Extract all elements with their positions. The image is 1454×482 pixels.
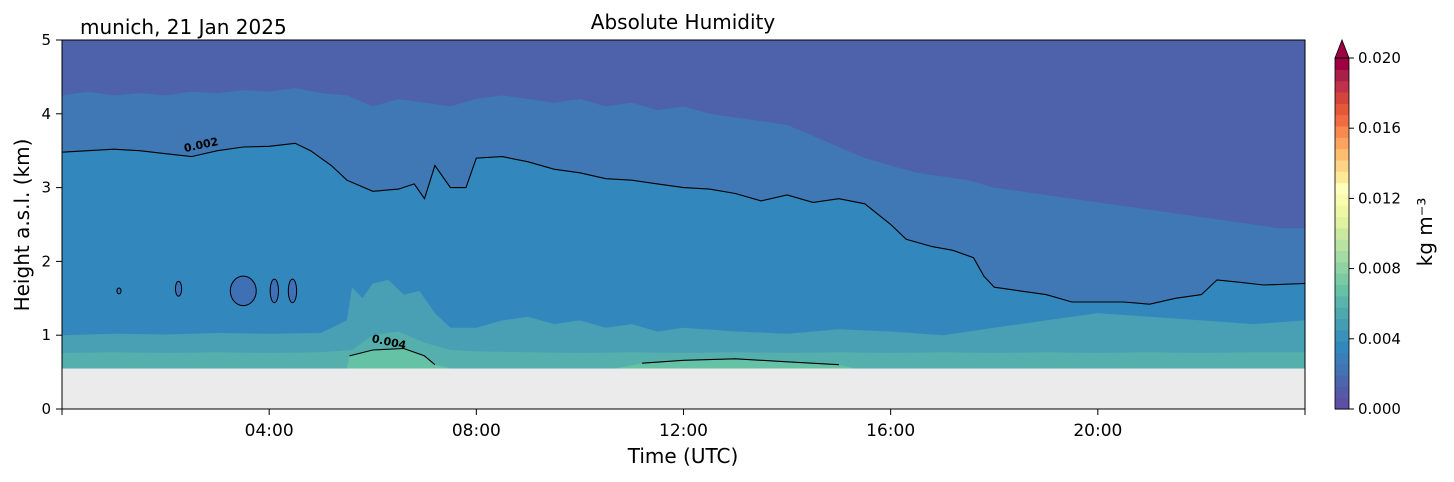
colorbar-swatch [1335, 261, 1349, 274]
x-tick-label: 20:00 [1073, 421, 1122, 441]
humidity-pocket [269, 278, 279, 304]
colorbar-swatch [1335, 91, 1349, 104]
colorbar-swatch [1335, 227, 1349, 240]
colorbar-tick-label: 0.000 [1358, 400, 1401, 418]
colorbar-swatch [1335, 58, 1349, 70]
colorbar-tick-label: 0.016 [1358, 119, 1401, 137]
y-axis-label: Height a.s.l. (km) [10, 139, 34, 312]
colorbar-swatch [1335, 193, 1349, 206]
colorbar-swatch [1335, 239, 1349, 252]
x-axis: 04:00 08:00 12:00 16:00 20:00 [61, 409, 1306, 441]
y-tick-label: 3 [41, 179, 51, 197]
chart-title: Absolute Humidity [591, 10, 776, 34]
colorbar-swatch [1335, 273, 1349, 286]
colorbar-swatch [1335, 397, 1349, 410]
x-tick-label: 16:00 [866, 421, 915, 441]
colorbar-swatch [1335, 295, 1349, 308]
colorbar-swatch [1335, 250, 1349, 263]
colorbar-swatch [1335, 103, 1349, 116]
contour-line [349, 347, 436, 366]
colorbar-tick-label: 0.004 [1358, 330, 1401, 348]
humidity-band [62, 348, 1305, 369]
x-tick-label: 08:00 [452, 421, 501, 441]
colorbar-swatch [1335, 125, 1349, 138]
colorbar-swatch [1335, 114, 1349, 127]
y-axis: 0 1 2 3 4 5 [41, 31, 62, 418]
colorbar-swatch [1335, 318, 1349, 331]
contour-line [62, 142, 1305, 305]
colorbar-swatch [1335, 375, 1349, 387]
chart-subtitle: munich, 21 Jan 2025 [80, 15, 287, 39]
y-tick-label: 0 [41, 400, 51, 418]
colorbar-swatch [1335, 182, 1349, 195]
x-tick-label: 04:00 [245, 421, 294, 441]
colorbar-swatch [1335, 137, 1349, 150]
y-tick-label: 4 [41, 105, 51, 123]
colorbar-tick-label: 0.020 [1358, 49, 1401, 67]
y-tick-label: 2 [41, 252, 51, 270]
colorbar-swatch [1335, 284, 1349, 297]
y-tick-label: 5 [41, 31, 51, 49]
colorbar-frame [1334, 57, 1350, 410]
humidity-pocket [174, 280, 183, 297]
humidity-bands [62, 40, 1305, 369]
humidity-pocket [116, 287, 122, 295]
colorbar-tick-label: 0.008 [1358, 260, 1401, 278]
colorbar-swatch [1335, 171, 1349, 184]
humidity-pocket [229, 275, 257, 307]
colorbar-swatch [1335, 386, 1349, 399]
colorbar-label: kg m⁻³ [1413, 198, 1437, 267]
colorbar-swatch [1335, 363, 1349, 376]
colorbar-swatch [1335, 329, 1349, 342]
colorbar-tick-label: 0.012 [1358, 189, 1401, 207]
colorbar-swatch [1335, 352, 1349, 365]
x-tick-label: 12:00 [659, 421, 708, 441]
colorbar-swatch [1335, 205, 1349, 218]
colorbar-swatch [1335, 159, 1349, 172]
colorbar-swatch [1335, 148, 1349, 161]
colorbar-swatch [1335, 69, 1349, 82]
humidity-pocket [287, 278, 298, 304]
colorbar-extend-arrow [1334, 38, 1350, 59]
colorbar-swatch [1335, 216, 1349, 229]
colorbar-swatch [1335, 80, 1349, 93]
colorbar-swatch [1335, 307, 1349, 320]
y-tick-label: 1 [41, 326, 51, 344]
colorbar-swatch [1335, 341, 1349, 353]
x-axis-label: Time (UTC) [627, 444, 739, 468]
colorbar: 0.000 0.004 0.008 0.012 0.016 0.020 [1334, 38, 1401, 418]
contour-line [642, 358, 839, 366]
